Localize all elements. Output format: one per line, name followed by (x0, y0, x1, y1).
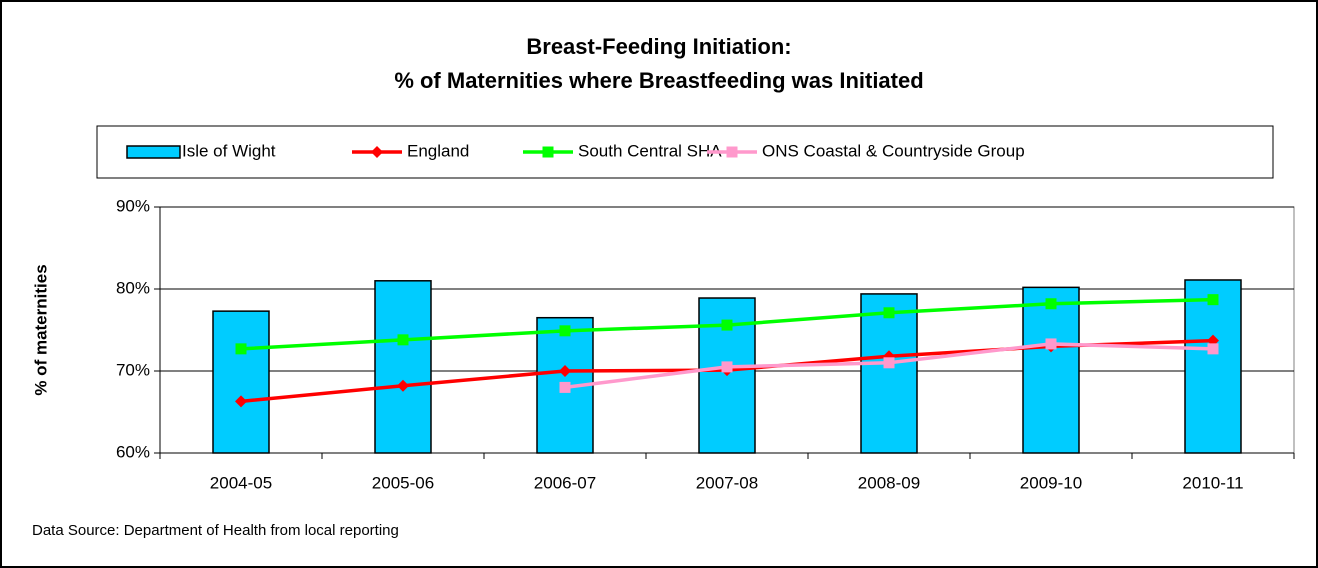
chart-title: Breast-Feeding Initiation: (526, 34, 791, 59)
marker (1045, 298, 1057, 310)
x-tick-label: 2005-06 (372, 473, 434, 492)
y-axis-title: % of maternities (31, 264, 50, 395)
marker (559, 325, 571, 337)
bar (212, 310, 270, 454)
y-tick-label: 90% (116, 196, 150, 215)
legend-label: ONS Coastal & Countryside Group (762, 141, 1025, 160)
x-tick-label: 2010-11 (1182, 473, 1243, 492)
legend-label: Isle of Wight (182, 141, 276, 160)
marker (1207, 294, 1219, 306)
marker (559, 365, 571, 377)
marker (721, 319, 733, 331)
marker (559, 381, 571, 393)
legend-box (96, 125, 1274, 179)
marker (1045, 338, 1057, 350)
x-tick-label: 2008-09 (858, 473, 920, 492)
legend-marker (726, 146, 738, 158)
legend-swatch (126, 145, 181, 159)
marker (1207, 343, 1219, 355)
y-tick-label: 80% (116, 278, 150, 297)
x-tick-label: 2009-10 (1020, 473, 1082, 492)
chart-title: % of Maternities where Breastfeeding was… (394, 68, 923, 93)
marker (721, 361, 733, 373)
legend-label: England (407, 141, 469, 160)
y-tick-label: 60% (116, 442, 150, 461)
marker (397, 379, 409, 392)
x-tick-label: 2004-05 (210, 473, 272, 492)
legend-marker (542, 146, 554, 158)
bar (860, 293, 918, 454)
marker (235, 395, 247, 408)
bar (1022, 286, 1080, 454)
bar (374, 280, 432, 454)
source-note: Data Source: Department of Health from l… (32, 522, 399, 539)
x-tick-label: 2007-08 (696, 473, 758, 492)
bar (1184, 279, 1242, 454)
legend-label: South Central SHA (578, 141, 722, 160)
legend-marker (371, 146, 383, 158)
y-tick-label: 70% (116, 360, 150, 379)
marker (235, 343, 247, 355)
marker (883, 307, 895, 319)
marker (397, 334, 409, 346)
x-tick-label: 2006-07 (534, 473, 596, 492)
marker (883, 357, 895, 369)
